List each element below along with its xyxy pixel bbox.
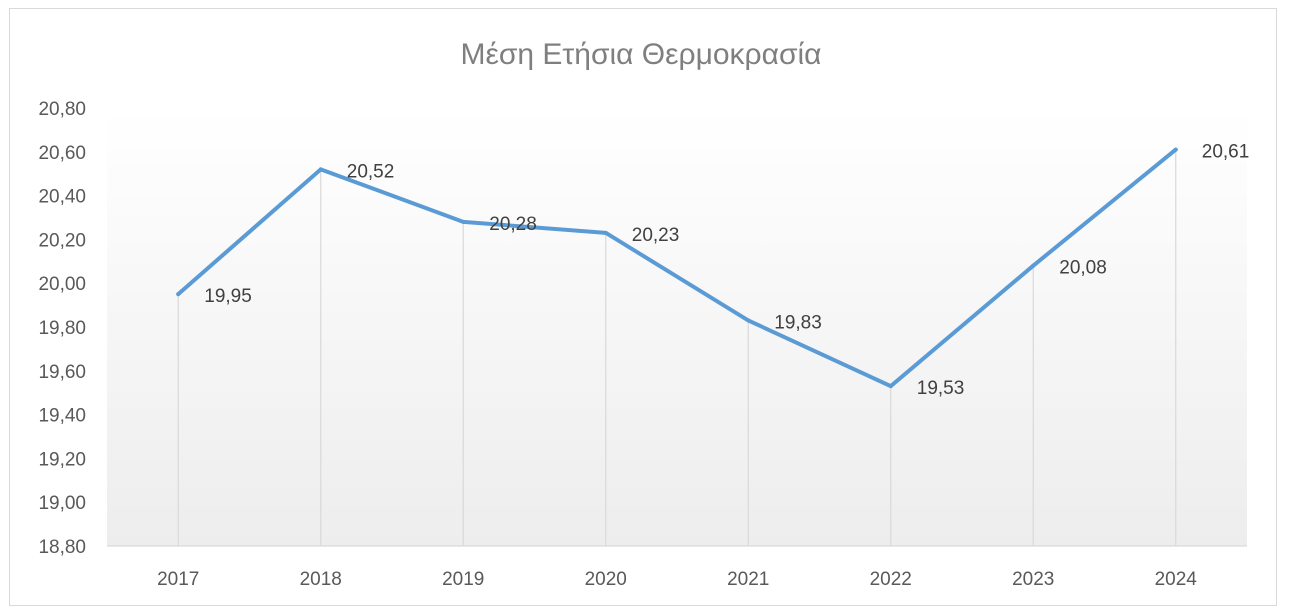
data-label: 20,61	[1202, 142, 1250, 163]
data-label: 20,28	[489, 214, 537, 235]
data-point	[176, 292, 181, 297]
y-tick-label: 20,00	[38, 274, 86, 295]
data-label: 19,83	[774, 312, 822, 333]
data-point	[461, 219, 466, 224]
data-point	[318, 167, 323, 172]
data-label: 19,95	[204, 286, 252, 307]
data-point	[1173, 147, 1178, 152]
data-label: 20,08	[1059, 258, 1107, 279]
y-tick-label: 20,80	[38, 99, 86, 120]
y-tick-label: 19,00	[38, 493, 86, 514]
data-point	[1031, 263, 1036, 268]
x-tick-label: 2021	[727, 569, 769, 590]
x-tick-label: 2023	[1012, 569, 1054, 590]
y-tick-label: 19,40	[38, 406, 86, 427]
plot-area: 18,80 19,00 19,20 19,40 19,60 19,80 20,00 20,20…	[38, 99, 1249, 590]
y-tick-label: 18,80	[38, 537, 86, 558]
y-tick-label: 20,60	[38, 143, 86, 164]
data-point	[888, 384, 893, 389]
series-line	[176, 147, 1178, 389]
y-tick-label: 20,20	[38, 230, 86, 251]
x-tick-label: 2020	[585, 569, 627, 590]
plot-background	[107, 108, 1247, 546]
data-point	[603, 230, 608, 235]
data-point	[746, 318, 751, 323]
chart-title: Μέση Ετήσια Θερμοκρασία	[461, 38, 822, 71]
x-tick-label: 2018	[300, 569, 342, 590]
data-label: 20,23	[632, 225, 680, 246]
y-tick-label: 19,80	[38, 318, 86, 339]
x-tick-label: 2024	[1155, 569, 1198, 590]
data-label: 19,53	[917, 378, 965, 399]
y-tick-label: 19,60	[38, 362, 86, 383]
y-tick-label: 20,40	[38, 187, 86, 208]
data-label: 20,52	[347, 161, 395, 182]
y-tick-label: 19,20	[38, 449, 86, 470]
x-tick-label: 2022	[870, 569, 912, 590]
x-tick-label: 2017	[157, 569, 199, 590]
x-tick-label: 2019	[442, 569, 484, 590]
